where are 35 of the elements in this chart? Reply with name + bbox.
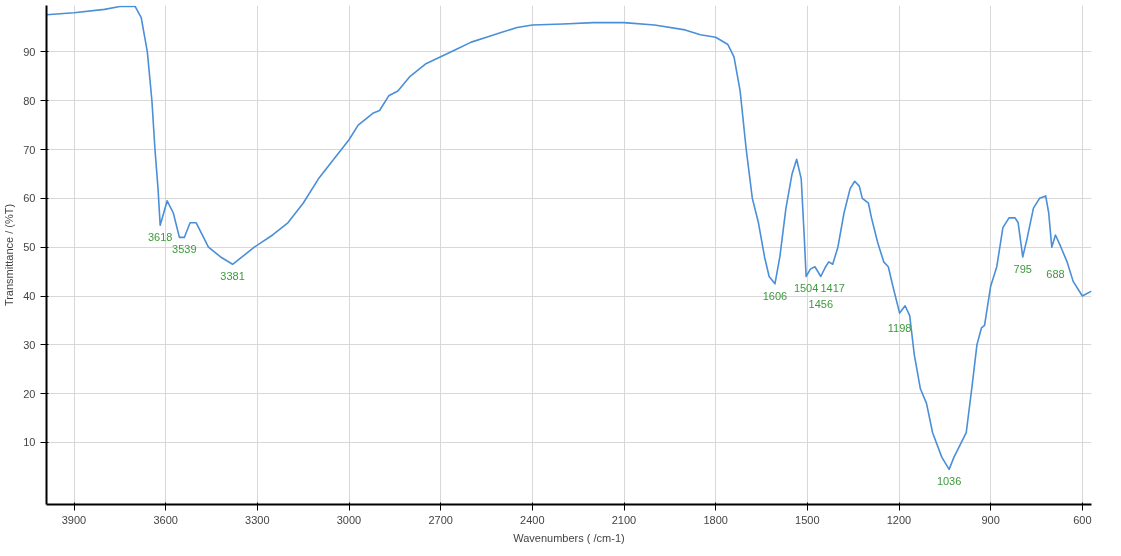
x-tick-label: 1800 xyxy=(703,513,728,526)
x-tick-label: 900 xyxy=(981,513,1000,526)
y-tick-label: 90 xyxy=(23,45,36,58)
y-tick-label: 10 xyxy=(23,436,36,449)
x-tick-label: 1200 xyxy=(886,513,912,526)
annotation: 1504 xyxy=(793,282,819,295)
annotation: 1198 xyxy=(887,321,912,334)
annotation: 1036 xyxy=(936,475,962,488)
x-tick-label: 2100 xyxy=(611,513,637,526)
x-tick-label: 600 xyxy=(1073,513,1092,526)
x-tick-label: 3600 xyxy=(153,513,178,526)
y-tick-label: 20 xyxy=(23,387,36,400)
y-axis-title: Transmittance / (%T) xyxy=(3,203,16,307)
annotation: 688 xyxy=(1046,267,1065,280)
annotation: 3381 xyxy=(220,270,245,283)
annotation: 795 xyxy=(1013,262,1032,275)
y-tick-label: 60 xyxy=(23,192,36,205)
x-axis-title: Wavenumbers ( /cm-1) xyxy=(513,531,625,544)
annotation: 3539 xyxy=(172,243,197,256)
annotation: 1417 xyxy=(820,282,845,295)
y-tick-label: 80 xyxy=(23,94,36,107)
y-tick-label: 30 xyxy=(23,338,36,351)
y-tick-label: 50 xyxy=(23,241,36,254)
x-tick-label: 3300 xyxy=(245,513,270,526)
annotation: 3618 xyxy=(147,231,173,244)
x-tick-label: 2700 xyxy=(428,513,453,526)
annotation: 1456 xyxy=(808,298,834,311)
x-tick-label: 2400 xyxy=(520,513,545,526)
line-series xyxy=(46,5,1092,471)
y-tick-label: 70 xyxy=(23,143,36,156)
x-tick-label: 3000 xyxy=(336,513,362,526)
y-tick-label: 40 xyxy=(23,290,36,303)
x-tick-label: 1500 xyxy=(795,513,820,526)
annotation: 1606 xyxy=(762,289,788,302)
x-tick-label: 3900 xyxy=(61,513,87,526)
